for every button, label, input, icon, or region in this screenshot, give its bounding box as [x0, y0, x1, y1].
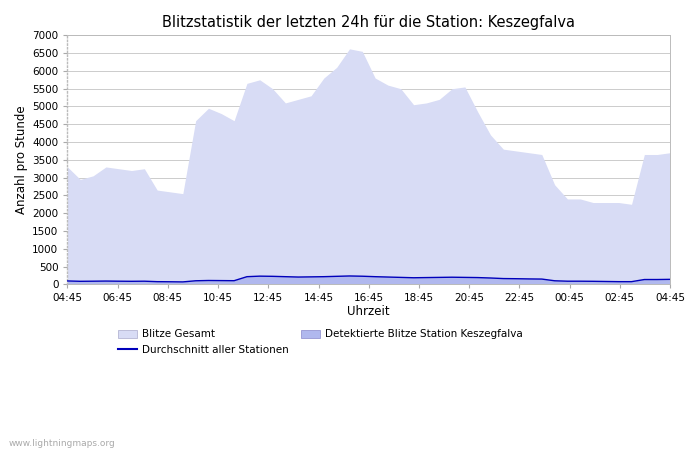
Title: Blitzstatistik der letzten 24h für die Station: Keszegfalva: Blitzstatistik der letzten 24h für die S… — [162, 15, 575, 30]
Legend: Blitze Gesamt, Durchschnitt aller Stationen, Detektierte Blitze Station Keszegfa: Blitze Gesamt, Durchschnitt aller Statio… — [114, 325, 527, 359]
Text: www.lightningmaps.org: www.lightningmaps.org — [8, 439, 115, 448]
X-axis label: Uhrzeit: Uhrzeit — [347, 305, 390, 318]
Y-axis label: Anzahl pro Stunde: Anzahl pro Stunde — [15, 105, 28, 214]
